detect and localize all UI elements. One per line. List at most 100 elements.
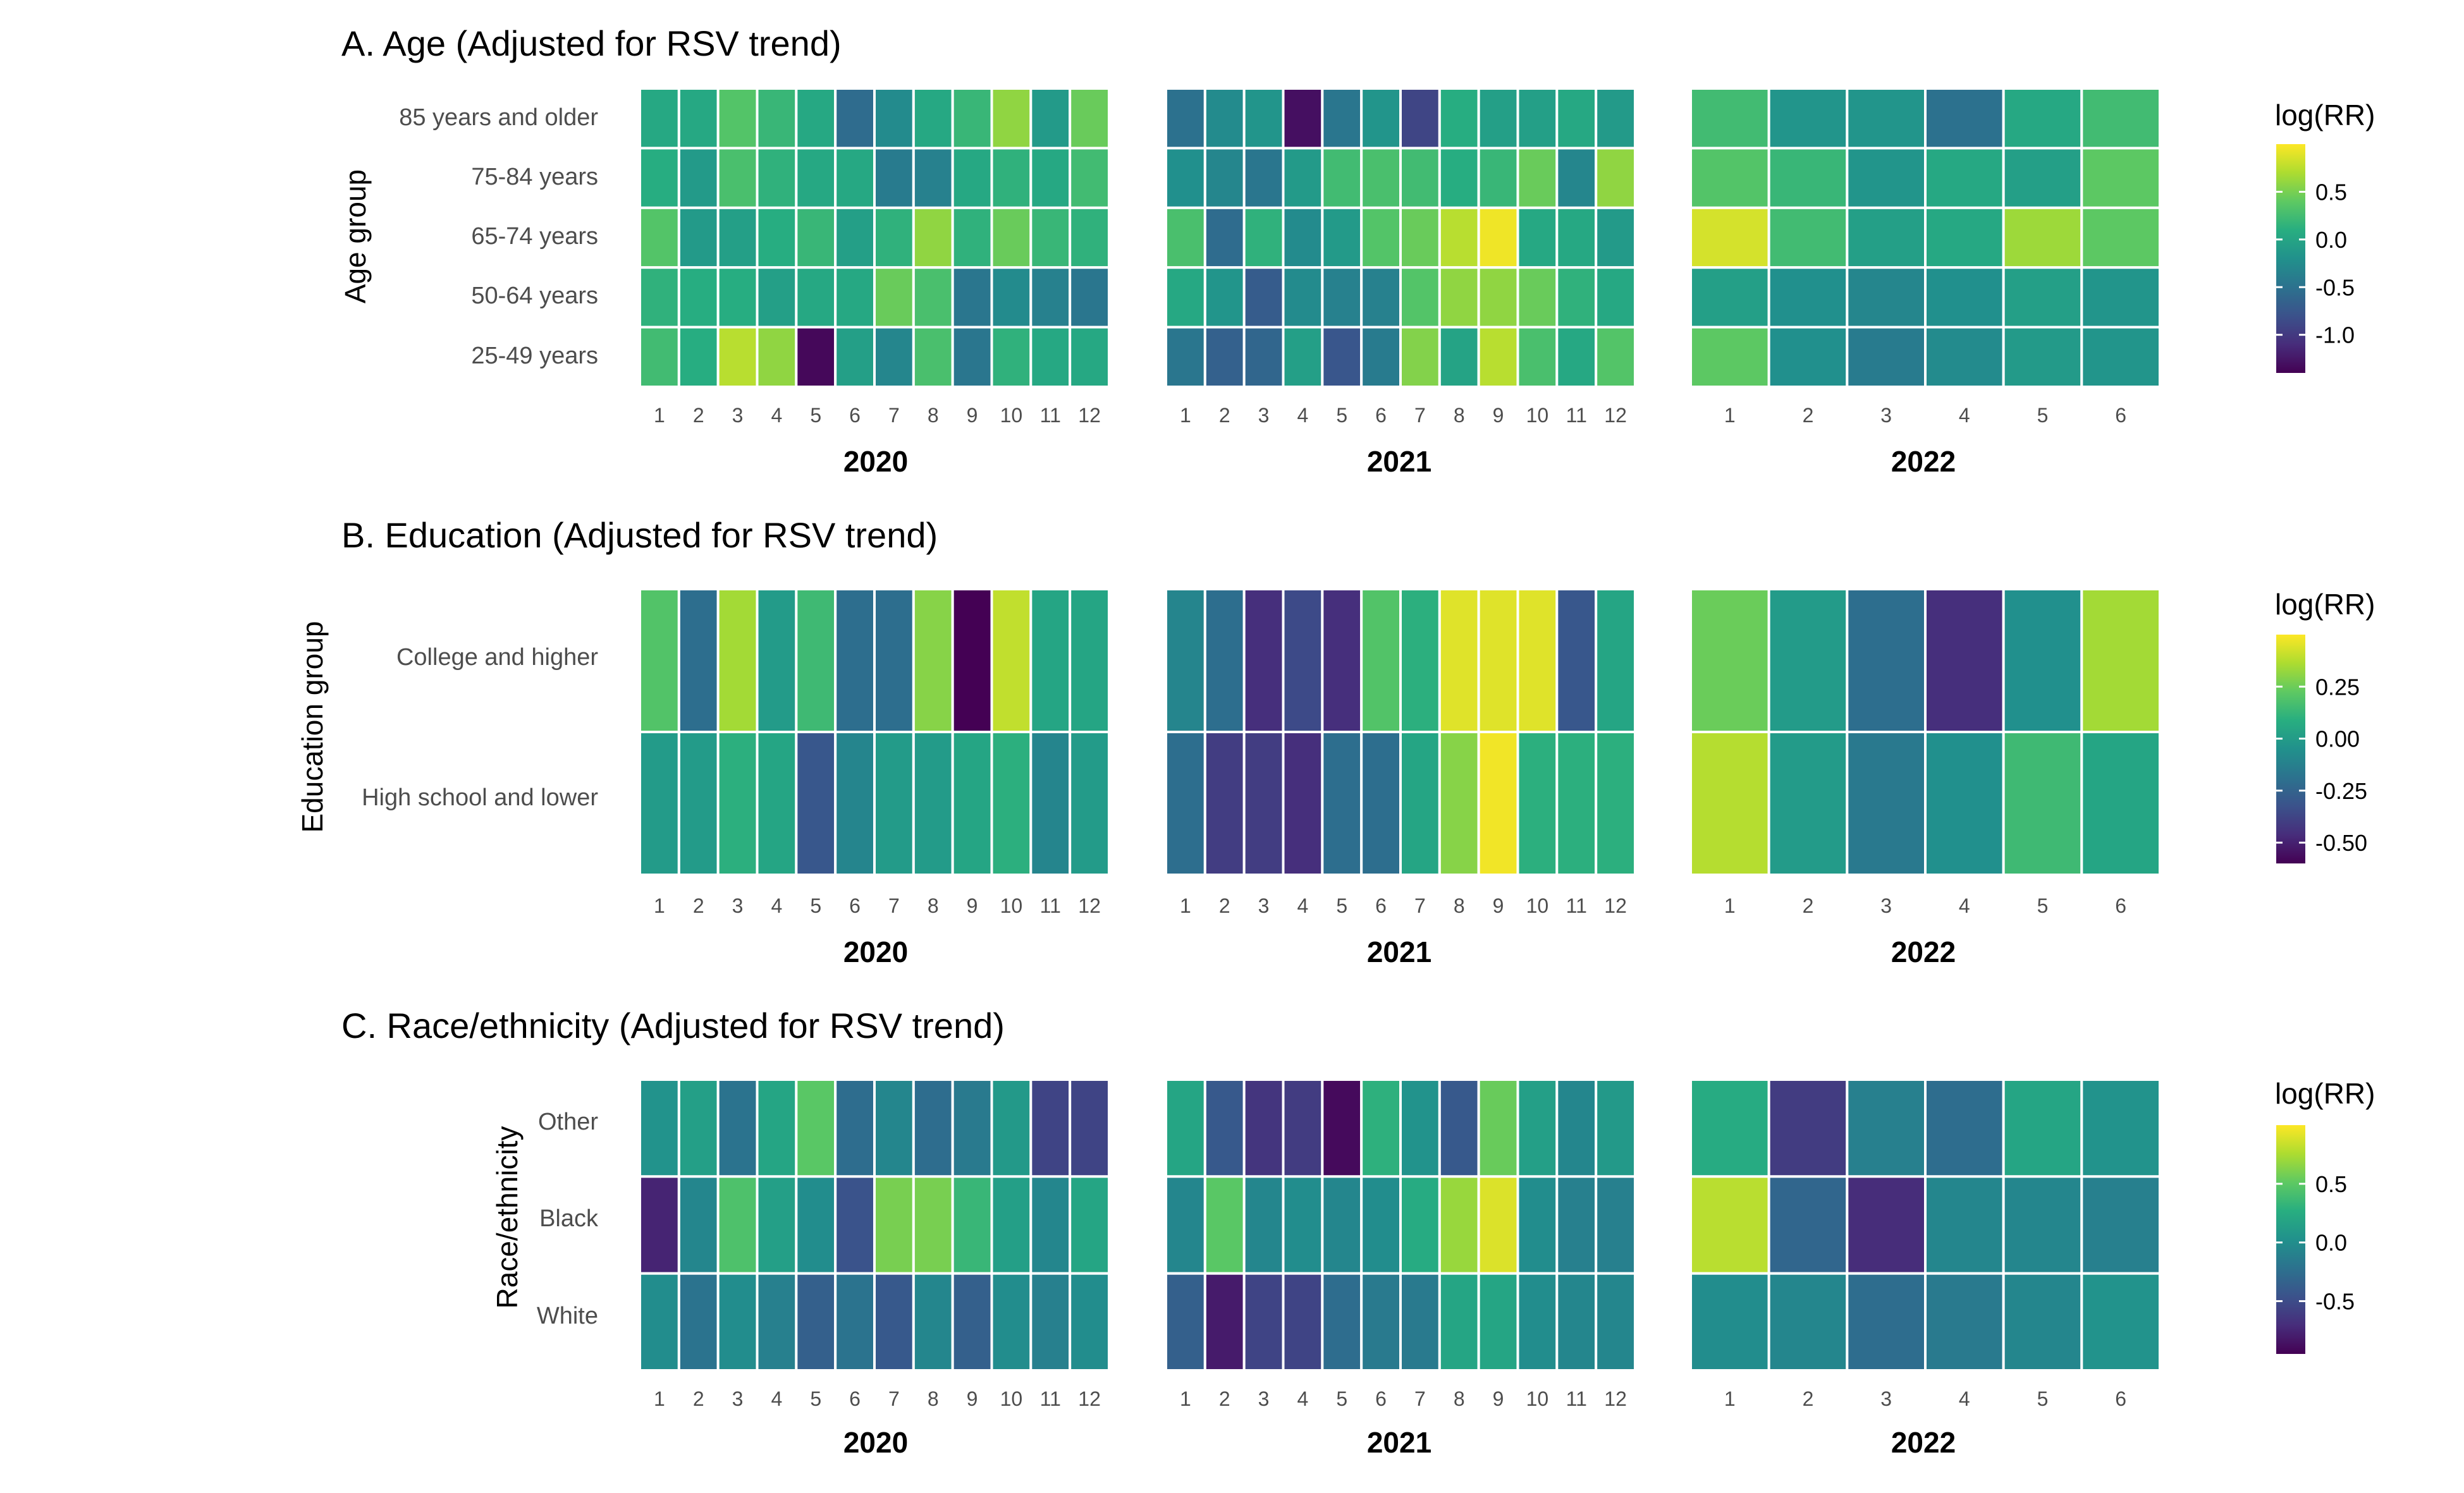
month-tick-label: 7 xyxy=(888,894,900,917)
heatmap-cell xyxy=(1399,1272,1441,1372)
heatmap-cell xyxy=(1242,147,1285,209)
heatmap-cell xyxy=(990,147,1033,209)
heatmap-cell xyxy=(1516,326,1559,388)
heatmap-cell xyxy=(1555,731,1598,876)
heatmap-cell xyxy=(1924,87,2005,150)
heatmap-cell xyxy=(1555,147,1598,209)
heatmap-cell xyxy=(1242,87,1285,150)
heatmap-cell xyxy=(1321,147,1363,209)
heatmap-cell xyxy=(990,1272,1033,1372)
heatmap-cell xyxy=(912,147,954,209)
heatmap-cell xyxy=(795,206,837,269)
heatmap-cell xyxy=(1321,1175,1363,1275)
heatmap-cell xyxy=(951,1078,993,1178)
heatmap-cell xyxy=(1767,588,1849,733)
panel-race-ethnicity: C. Race/ethnicity (Adjusted for RSV tren… xyxy=(341,1006,2375,1459)
heatmap-cell xyxy=(795,588,837,733)
legend-title: log(RR) xyxy=(2275,99,2375,131)
heatmap-cell xyxy=(1029,1078,1072,1178)
heatmap-cell xyxy=(2080,206,2161,269)
heatmap-cell xyxy=(1029,206,1072,269)
heatmap-cell xyxy=(756,1272,798,1372)
heatmap-cell xyxy=(1242,326,1285,388)
heatmap-cell xyxy=(1477,326,1519,388)
month-tick-label: 12 xyxy=(1604,894,1627,917)
heatmap-cell xyxy=(1321,87,1363,150)
heatmap-cell xyxy=(1924,731,2005,876)
month-tick-label: 9 xyxy=(1493,1387,1504,1410)
heatmap-cell xyxy=(2002,326,2083,388)
month-tick-label: 2 xyxy=(1803,894,1814,917)
heatmap-cell xyxy=(756,1175,798,1275)
month-tick-label: 11 xyxy=(1040,404,1061,427)
heatmap-cell xyxy=(834,1175,876,1275)
heatmap-cell xyxy=(1321,731,1363,876)
heatmap-cell xyxy=(756,731,798,876)
heatmap-cell xyxy=(1767,1175,1849,1275)
heatmap-cell xyxy=(1069,147,1110,209)
month-tick-label: 11 xyxy=(1566,404,1587,427)
heatmap-cell xyxy=(1595,206,1637,269)
heatmap-cell xyxy=(2080,326,2161,388)
heatmap-cell xyxy=(1516,147,1559,209)
legend-tick-label: 0.5 xyxy=(2315,1171,2347,1197)
heatmap-cell xyxy=(1321,266,1363,329)
heatmap-cell xyxy=(1321,1272,1363,1372)
heatmap-cell xyxy=(1203,326,1246,388)
heatmap-cell xyxy=(951,1175,993,1275)
year-labels: 2020 2021 2022 xyxy=(843,935,1956,968)
month-tick-label: 8 xyxy=(928,404,939,427)
heatmap-cell xyxy=(2002,147,2083,209)
heatmap-cell xyxy=(1282,731,1324,876)
heatmap-cell xyxy=(1689,266,1770,329)
heatmap-cell xyxy=(1069,1175,1110,1275)
month-tick-label: 10 xyxy=(1000,404,1023,427)
heatmap-cell xyxy=(1846,588,1927,733)
heatmap-cell xyxy=(1282,87,1324,150)
heatmap-cell xyxy=(912,731,954,876)
panel-title: B. Education (Adjusted for RSV trend) xyxy=(341,515,938,555)
heatmap-cell xyxy=(2080,1175,2161,1275)
heatmap-cell xyxy=(756,147,798,209)
heatmap-cell xyxy=(1555,326,1598,388)
legend-tick-label: 0.0 xyxy=(2315,1230,2347,1256)
heatmap-cell xyxy=(756,326,798,388)
heatmap-cell xyxy=(1165,326,1206,388)
heatmap-cell xyxy=(951,266,993,329)
month-tick-label: 7 xyxy=(888,404,900,427)
heatmap-cell xyxy=(1069,731,1110,876)
legend-colorbar xyxy=(2276,635,2305,863)
heatmap-cell xyxy=(716,1078,759,1178)
heatmap-cell xyxy=(1689,147,1770,209)
heatmap-cell xyxy=(1924,266,2005,329)
heatmap-cell xyxy=(677,731,720,876)
heatmap-cell xyxy=(1029,266,1072,329)
row-label: 25-49 years xyxy=(471,343,598,369)
month-tick-label: 5 xyxy=(1336,1387,1347,1410)
legend-tick-label: -0.50 xyxy=(2315,830,2367,856)
month-tick-label: 5 xyxy=(1336,404,1347,427)
legend-tick-label: -0.5 xyxy=(2315,274,2355,300)
row-label: College and higher xyxy=(396,644,598,671)
heatmap-cell xyxy=(1165,206,1206,269)
month-tick-label: 10 xyxy=(1000,894,1023,917)
month-tick-label: 2 xyxy=(1803,404,1814,427)
month-tick-label: 3 xyxy=(732,894,744,917)
y-axis-title: Education group xyxy=(296,621,329,832)
heatmap-cell xyxy=(1242,206,1285,269)
heatmap-cell xyxy=(990,588,1033,733)
month-tick-label: 9 xyxy=(1493,404,1504,427)
heatmap-cell xyxy=(795,1272,837,1372)
heatmap-cell xyxy=(1924,1175,2005,1275)
month-tick-label: 12 xyxy=(1604,404,1627,427)
heatmap-cell xyxy=(639,326,680,388)
heatmap-cell xyxy=(1282,206,1324,269)
row-label: Other xyxy=(538,1109,598,1135)
heatmap-cell xyxy=(716,147,759,209)
month-tick-label: 5 xyxy=(2037,1387,2049,1410)
heatmap-cell xyxy=(756,266,798,329)
heatmap-cell xyxy=(1165,1175,1206,1275)
heatmap-cell xyxy=(1360,1175,1402,1275)
heatmap-cell xyxy=(1438,326,1480,388)
